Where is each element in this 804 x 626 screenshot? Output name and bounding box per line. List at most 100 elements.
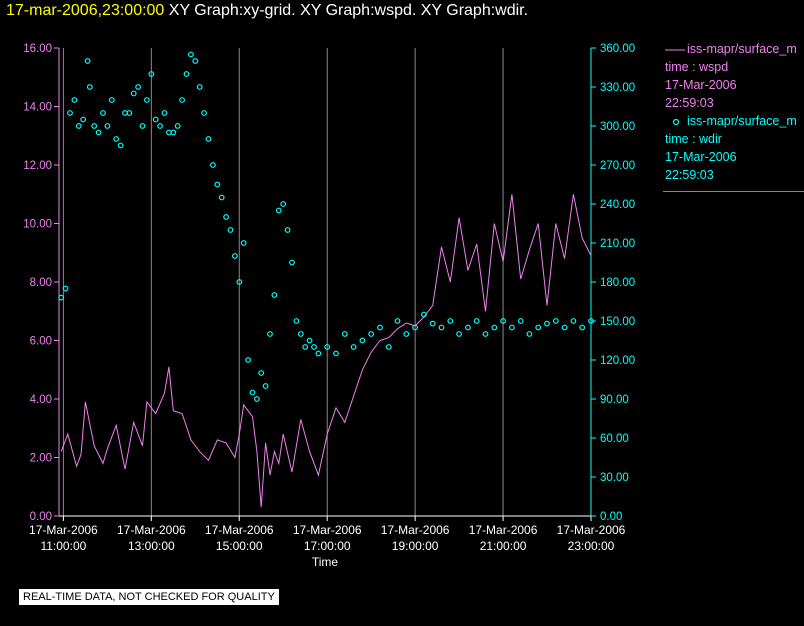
legend-circle-swatch xyxy=(672,118,680,125)
series-wdir-point xyxy=(75,123,82,129)
x-tick-label-time: 21:00:00 xyxy=(480,539,527,553)
series-wdir-point xyxy=(214,181,221,188)
y-right-tick-label: 60.00 xyxy=(600,433,629,445)
series-wdir-point xyxy=(491,324,498,331)
series-wdir-point xyxy=(517,318,524,324)
series-wdir-point xyxy=(143,97,150,103)
series-wdir-point xyxy=(201,110,208,116)
y-left-tick-label: 4.00 xyxy=(30,394,52,406)
series-wdir-point xyxy=(86,84,93,90)
series-wdir-point xyxy=(509,324,515,331)
series-wdir-point xyxy=(473,318,480,324)
x-tick-label-date: 17-Mar-2006 xyxy=(557,523,626,537)
series-wdir-point xyxy=(179,97,186,103)
axes xyxy=(54,47,596,521)
series-wdir-point xyxy=(359,337,366,344)
chart-header: 17-mar-2006,23:00:00 XY Graph:xy-grid. X… xyxy=(6,2,528,20)
series-wdir-point xyxy=(377,324,383,331)
series-wdir-point xyxy=(108,97,115,103)
x-tick-label-date: 17-Mar-2006 xyxy=(205,523,274,537)
series-wdir-point xyxy=(579,324,586,331)
series-wdir-point xyxy=(526,331,533,337)
series-wdir-point xyxy=(368,331,375,337)
x-axis-title: Time xyxy=(312,555,339,569)
series-wdir-point xyxy=(447,318,454,324)
y-right-tick-label: 270.00 xyxy=(600,160,635,172)
series-wdir-point xyxy=(113,136,120,142)
y-right-tick-label: 0.00 xyxy=(600,511,622,523)
series-wdir-point xyxy=(135,84,142,90)
series-wdir-point xyxy=(293,318,300,324)
series-wdir-point xyxy=(187,51,194,58)
series-wdir-point xyxy=(157,123,164,129)
series-wdir-point xyxy=(561,324,568,331)
y-right-tick-label: 360.00 xyxy=(600,43,635,55)
y-right-tick-label: 150.00 xyxy=(600,316,635,328)
series-wdir-point xyxy=(350,344,357,350)
axis-labels: 17-Mar-2006 11:00:00 17-Mar-2006 13:00:00 17… xyxy=(23,43,635,569)
series-wdir-point xyxy=(218,194,225,201)
quality-disclaimer: REAL-TIME DATA, NOT CHECKED FOR QUALITY xyxy=(19,589,279,605)
y-left-tick-label: 6.00 xyxy=(30,336,52,348)
series-wdir-point xyxy=(262,383,269,389)
x-tick-label-date: 17-Mar-2006 xyxy=(293,523,362,537)
series-wdir-point xyxy=(95,129,102,136)
series-wdir-point xyxy=(544,320,550,327)
legend-wdir-date: 17-Mar-2006 xyxy=(665,150,737,164)
series-wdir-point xyxy=(240,240,247,246)
y-left-tick-label: 14.00 xyxy=(23,102,52,114)
series-wdir-point xyxy=(117,142,124,149)
series-wdir-point xyxy=(253,396,260,402)
legend-entry-wdir[interactable]: iss-mapr/surface_m time : wdir 17-Mar-20… xyxy=(663,112,804,184)
y-right-tick-label: 300.00 xyxy=(600,121,635,133)
series-wdir-point xyxy=(84,58,91,64)
series-wdir-point xyxy=(429,320,436,327)
x-tick-label-date: 17-Mar-2006 xyxy=(381,523,450,537)
series-wdir-point xyxy=(324,344,331,350)
series-wdir-point xyxy=(161,110,168,116)
series-wdir-point xyxy=(297,331,304,337)
series-wdir-point xyxy=(311,344,317,350)
legend-line-swatch xyxy=(665,49,685,51)
series-wdir-point xyxy=(100,110,106,116)
legend-wspd-name: iss-mapr/surface_m xyxy=(665,40,804,58)
series-wdir-point xyxy=(170,129,177,136)
legend-wdir-sub: time : wdir xyxy=(665,132,722,146)
y-right-tick-label: 120.00 xyxy=(600,355,635,367)
series-wdir-point xyxy=(482,331,489,337)
series-wdir-point xyxy=(280,201,287,207)
series-wdir-point xyxy=(570,318,577,324)
series-wdir-point xyxy=(205,136,212,142)
series-wdir-point xyxy=(209,162,216,168)
series-wdir-point xyxy=(258,370,265,376)
series-wdir-point xyxy=(192,58,199,64)
header-timestamp: 17-mar-2006,23:00:00 xyxy=(6,2,165,19)
x-tick-label-time: 19:00:00 xyxy=(392,539,439,553)
series-wdir-point xyxy=(275,207,282,214)
x-tick-label-time: 15:00:00 xyxy=(216,539,263,553)
x-tick-label-date: 17-Mar-2006 xyxy=(117,523,186,537)
x-tick-label-time: 13:00:00 xyxy=(128,539,175,553)
series-wdir-point xyxy=(302,344,309,350)
y-left-tick-label: 0.00 xyxy=(30,511,52,523)
series-wdir-point xyxy=(315,350,322,357)
y-right-tick-label: 30.00 xyxy=(600,472,629,484)
series-wdir-point xyxy=(306,337,313,344)
series-wdir-point xyxy=(183,71,190,77)
series-wdir-point xyxy=(91,123,98,129)
series-wdir-point xyxy=(80,116,87,123)
series-wdir-point xyxy=(62,285,69,292)
y-left-tick-label: 12.00 xyxy=(23,160,52,172)
y-right-tick-label: 90.00 xyxy=(600,394,629,406)
series-wdir-point xyxy=(500,318,507,324)
series-layer xyxy=(58,51,594,508)
y-left-tick-label: 16.00 xyxy=(23,43,52,55)
series-wdir-point xyxy=(58,294,65,301)
legend-entry-wspd[interactable]: iss-mapr/surface_m time : wspd 17-Mar-20… xyxy=(663,40,804,112)
series-wdir-point xyxy=(341,331,348,337)
y-right-tick-label: 240.00 xyxy=(600,199,635,211)
legend-wdir-source: iss-mapr/surface_m xyxy=(687,114,797,128)
series-wdir-point xyxy=(289,259,295,266)
y-left-tick-label: 8.00 xyxy=(30,277,52,289)
series-wspd-line xyxy=(60,194,592,508)
